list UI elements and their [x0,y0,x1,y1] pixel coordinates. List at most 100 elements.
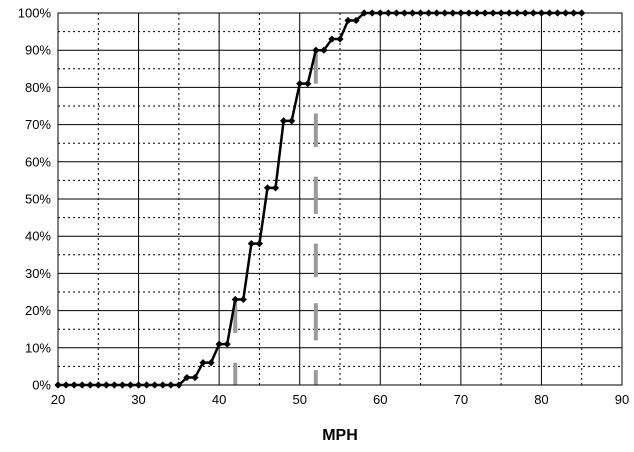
major-gridlines [58,13,622,385]
data-point [231,295,239,304]
data-point [562,9,570,17]
data-point [529,9,537,17]
data-point [304,80,312,88]
y-tick-label: 70% [25,117,51,132]
data-point [247,240,255,248]
data-point [449,9,457,17]
data-point [489,9,497,17]
data-point [54,381,62,389]
data-point [312,46,320,54]
x-tick-label: 30 [131,392,145,407]
data-point [408,9,417,17]
minor-gridlines [58,13,622,385]
y-tick-label: 50% [25,192,51,207]
data-point [288,117,296,125]
data-point [86,381,94,389]
y-tick-label: 20% [25,303,51,318]
data-point [416,9,425,17]
x-axis-label: MPH [322,427,358,444]
y-axis-tick-labels: 0% 10% 20% 30% 40% 50% 60% 70% 80% 90% 100% [18,6,52,393]
x-axis-tick-labels: 20 30 40 50 60 70 80 90 [51,392,629,407]
data-point [368,9,376,17]
data-point [78,381,86,389]
data-point [545,9,554,17]
data-point [384,9,392,17]
x-tick-label: 20 [51,392,65,407]
x-tick-label: 90 [615,392,629,407]
data-point [143,381,151,389]
highlight-band [313,243,318,278]
y-tick-label: 90% [25,43,51,58]
data-point [400,9,409,17]
data-point [441,9,449,17]
x-tick-label: 50 [292,392,306,407]
data-point [425,9,433,17]
data-point [320,46,328,54]
data-point [328,35,336,43]
data-point [167,381,175,389]
highlight-band [233,299,238,333]
plot-area-border [57,12,623,386]
data-point [497,9,505,17]
data-point [505,9,513,17]
data-point [473,9,481,17]
y-tick-label: 60% [25,154,51,169]
data-point [239,295,247,304]
data-point [578,9,586,17]
data-point [481,9,489,17]
data-point [513,9,521,17]
data-point [70,381,78,389]
data-point [199,359,207,367]
data-point [126,381,135,389]
data-point [537,9,546,17]
data-point [465,9,473,17]
data-point [433,9,441,17]
data-point [271,184,280,192]
data-point [392,9,400,17]
y-tick-label: 10% [25,340,51,355]
data-point [118,381,127,389]
x-tick-label: 60 [373,392,387,407]
data-point [175,381,183,389]
data-point [134,381,143,389]
data-point [223,340,231,348]
highlight-bands [233,50,318,385]
data-point [159,381,167,389]
highlight-band [233,362,238,385]
data-point [553,9,562,17]
y-tick-label: 80% [25,80,51,95]
highlight-band [313,370,318,385]
data-point [360,9,368,17]
data-point [280,117,288,125]
y-tick-label: 30% [25,266,51,281]
data-point [191,373,199,382]
series-layer [54,9,586,389]
data-point [570,9,578,17]
data-point [94,381,102,389]
data-point [62,381,70,389]
data-point [296,80,304,88]
data-point [102,381,110,389]
x-tick-label: 70 [454,392,468,407]
data-point [376,9,384,17]
data-point [336,35,344,43]
highlight-band [313,50,318,84]
data-point [207,359,215,367]
x-tick-label: 40 [212,392,226,407]
data-point [183,373,191,382]
y-tick-label: 40% [25,229,51,244]
data-point [255,240,264,248]
highlight-band [313,303,318,341]
data-point [215,340,223,348]
highlight-band [313,113,318,147]
data-point [521,9,529,17]
data-point [457,9,465,17]
y-tick-label: 100% [18,6,52,21]
data-point [352,16,360,25]
highlight-band [313,176,318,214]
data-point [344,16,352,25]
data-point [151,381,159,389]
data-point [263,184,272,192]
